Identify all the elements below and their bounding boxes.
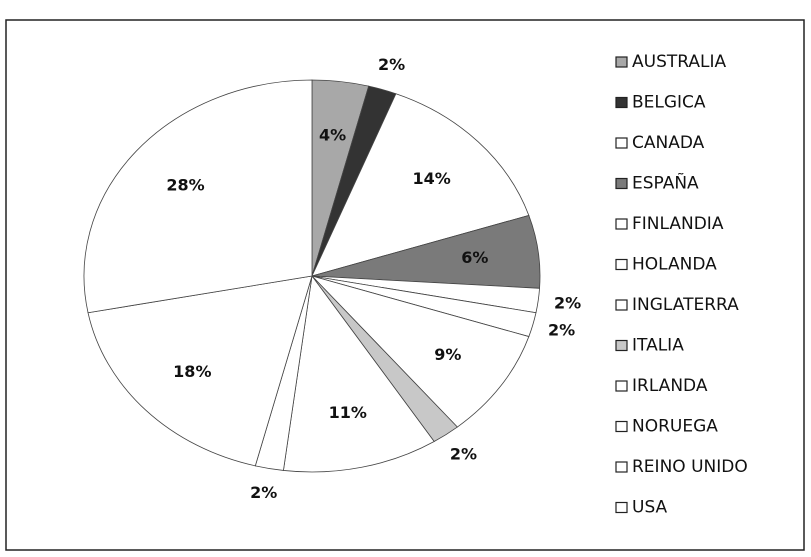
pie-slice — [87, 275, 313, 467]
legend-label: INGLATERRA — [632, 295, 739, 315]
pie-slice — [83, 79, 313, 314]
legend-label: ITALIA — [632, 336, 684, 356]
legend-swatch — [615, 177, 628, 190]
legend-label: IRLANDA — [632, 376, 708, 396]
legend-swatch — [615, 137, 628, 149]
pie-slice — [310, 275, 530, 428]
data-label: 2% — [378, 55, 405, 74]
legend-swatch — [615, 461, 628, 473]
data-label: 2% — [250, 483, 277, 502]
data-label: 14% — [413, 169, 451, 188]
legend-label: AUSTRALIA — [632, 52, 726, 72]
data-label: 4% — [319, 125, 346, 144]
legend-label: HOLANDA — [632, 255, 717, 275]
legend-label: REINO UNIDO — [632, 457, 748, 477]
pie-slice — [282, 274, 435, 473]
data-label: 2% — [548, 321, 575, 340]
legend-swatch — [615, 501, 628, 514]
data-label: 6% — [461, 248, 488, 267]
legend-swatch — [615, 420, 628, 433]
data-label: 2% — [450, 445, 477, 464]
legend-swatch — [615, 56, 628, 68]
data-label: 28% — [166, 176, 204, 195]
data-label: 18% — [173, 362, 211, 381]
legend-swatch — [615, 299, 628, 311]
data-label: 9% — [434, 345, 461, 364]
legend-label: NORUEGA — [632, 417, 718, 437]
legend-label: USA — [632, 498, 668, 518]
data-label: 2% — [554, 293, 581, 312]
legend-swatch — [615, 258, 628, 271]
legend-label: ESPAÑA — [632, 172, 699, 194]
legend-swatch — [615, 339, 628, 352]
data-label: 11% — [329, 403, 367, 422]
legend-swatch — [615, 218, 628, 230]
legend-swatch — [615, 96, 628, 109]
legend-label: CANADA — [632, 133, 705, 153]
legend-swatch — [615, 380, 628, 392]
legend-label: BELGICA — [632, 93, 706, 113]
legend-label: FINLANDIA — [632, 214, 724, 234]
